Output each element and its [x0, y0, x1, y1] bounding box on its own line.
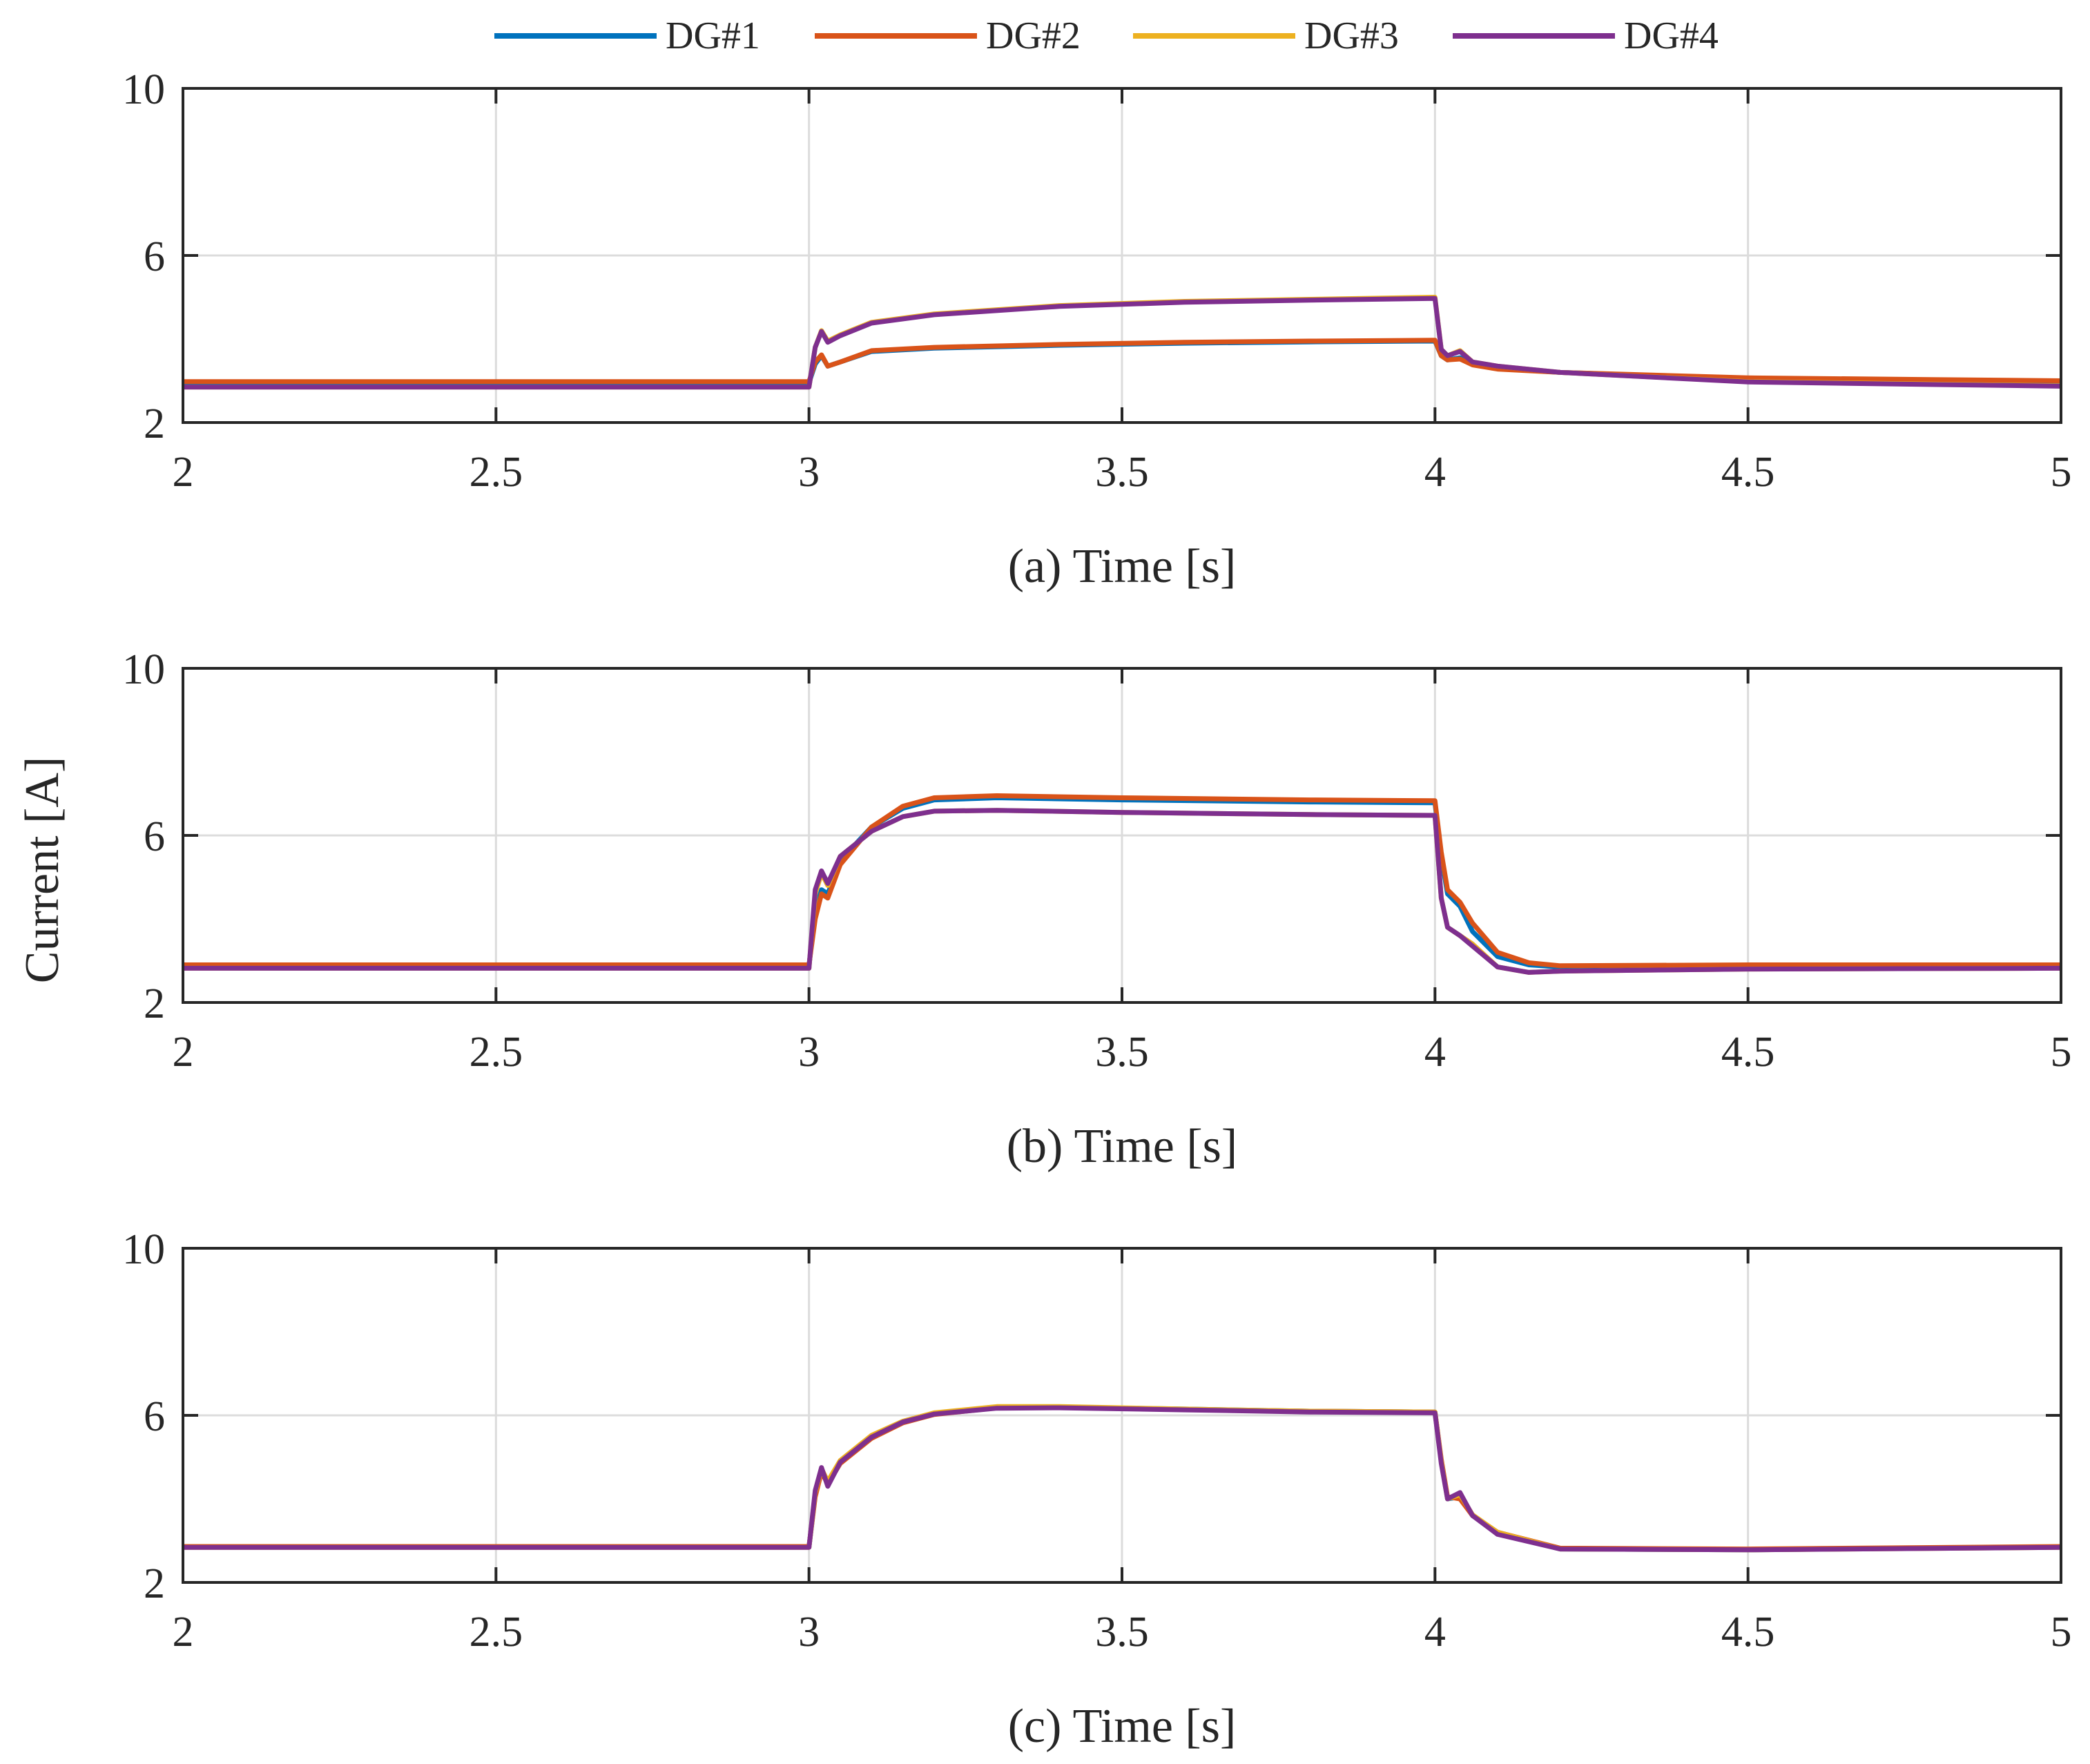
x-tick-label: 4 [1424, 1029, 1446, 1076]
y-tick-label: 6 [144, 813, 165, 860]
series-line-dg-4 [183, 295, 2061, 390]
x-tick-label: 2 [173, 1609, 194, 1656]
y-tick-label: 10 [122, 646, 165, 693]
series-group [183, 1404, 2061, 1553]
x-tick-label: 2.5 [470, 1609, 523, 1656]
y-tick-label: 2 [144, 980, 165, 1027]
series-line-dg-4 [183, 1405, 2061, 1553]
x-tick-label: 4.5 [1721, 1029, 1775, 1076]
y-tick-label: 6 [144, 233, 165, 280]
x-tick-label: 5 [2051, 1609, 2072, 1656]
x-axis-label: (c) Time [s] [1008, 1700, 1237, 1753]
y-tick-label: 2 [144, 1560, 165, 1607]
y-axis-label: Current [A] [16, 757, 69, 984]
x-axis-label: (b) Time [s] [1007, 1120, 1237, 1173]
legend-entry-dg-1: DG#1 [494, 14, 760, 57]
x-tick-label: 3.5 [1095, 449, 1149, 496]
panel-b: 2 2.5 3 3.5 4 4.5 5 2 6 10 (b) Time [s] [122, 646, 2072, 1173]
legend-entry-dg-2: DG#2 [815, 14, 1081, 57]
series-line-dg-4 [183, 808, 2061, 975]
panel-c: 2 2.5 3 3.5 4 4.5 5 2 6 10 (c) Time [s] [122, 1226, 2072, 1753]
y-tick-label: 2 [144, 400, 165, 447]
x-tick-label: 2 [173, 449, 194, 496]
x-tick-label: 4.5 [1721, 1609, 1775, 1656]
series-group [183, 295, 2061, 390]
x-tick-label: 3 [798, 1029, 820, 1076]
legend-entry-dg-4: DG#4 [1453, 14, 1719, 57]
x-tick-label: 3.5 [1095, 1029, 1149, 1076]
series-line-dg-2 [183, 338, 2061, 385]
series-group [183, 793, 2061, 975]
legend: DG#1 DG#2 DG#3 DG#4 [494, 14, 1719, 57]
legend-entry-dg-3: DG#3 [1133, 14, 1399, 57]
x-tick-label: 3.5 [1095, 1609, 1149, 1656]
x-tick-label: 5 [2051, 1029, 2072, 1076]
panel-a: 2 2.5 3 3.5 4 4.5 5 2 6 10 (a) Time [s] [122, 66, 2072, 593]
legend-label: DG#3 [1304, 14, 1399, 57]
x-tick-label: 4 [1424, 1609, 1446, 1656]
legend-label: DG#2 [986, 14, 1081, 57]
x-tick-label: 2 [173, 1029, 194, 1076]
x-axis-label: (a) Time [s] [1008, 540, 1237, 593]
x-tick-label: 3 [798, 449, 820, 496]
y-tick-label: 6 [144, 1393, 165, 1440]
legend-label: DG#4 [1624, 14, 1719, 57]
x-tick-label: 2.5 [470, 449, 523, 496]
x-tick-label: 4 [1424, 449, 1446, 496]
panels: 2 2.5 3 3.5 4 4.5 5 2 6 10 (a) Time [s] 2 2.5 3 3.5 4 4.… [122, 66, 2072, 1753]
x-tick-label: 5 [2051, 449, 2072, 496]
x-tick-label: 3 [798, 1609, 820, 1656]
y-tick-label: 10 [122, 66, 165, 113]
x-tick-label: 2.5 [470, 1029, 523, 1076]
x-tick-label: 4.5 [1721, 449, 1775, 496]
series-line-dg-2 [183, 793, 2061, 969]
y-tick-label: 10 [122, 1226, 165, 1273]
legend-label: DG#1 [666, 14, 760, 57]
